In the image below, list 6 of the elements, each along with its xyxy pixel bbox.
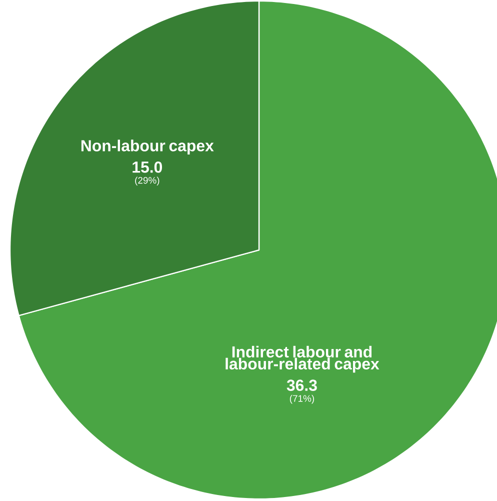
text: (29%) [135,176,160,186]
text: (71%) [290,394,314,404]
data-label: 15.0 [132,162,162,173]
data-label: 36.3 [286,380,317,391]
slice-label: Non-labour capex [81,140,214,155]
slice-label: Indirect labour and labour-related capex [226,346,380,373]
